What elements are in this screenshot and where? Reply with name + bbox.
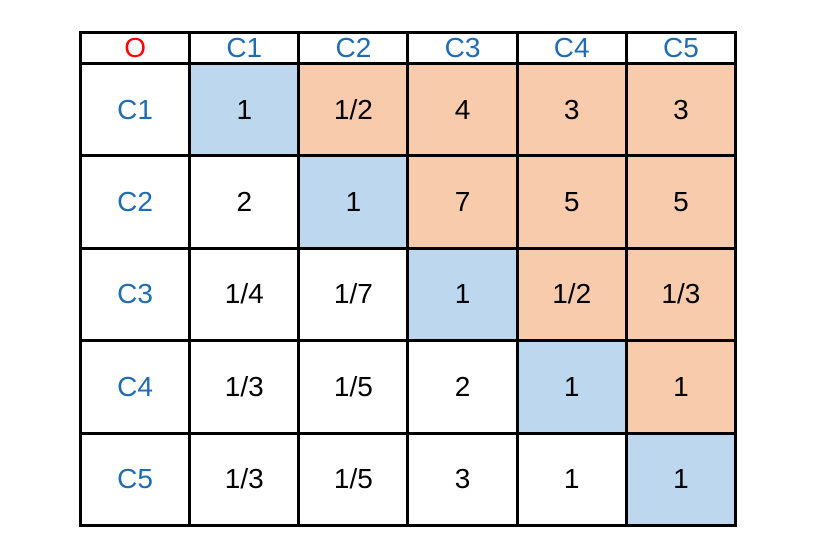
table-row-c4: C4 1/3 1/5 2 1 1 <box>78 339 738 435</box>
cell-c4-c3: 2 <box>406 339 519 435</box>
cell-c3-c1: 1/4 <box>188 246 301 343</box>
column-header-c2: C2 <box>297 31 410 65</box>
cell-c5-c4: 1 <box>515 431 628 528</box>
cell-c3-c3: 1 <box>406 246 519 343</box>
cell-c1-c5: 3 <box>624 61 738 158</box>
cell-c5-c3: 3 <box>406 431 519 528</box>
column-header-c3: C3 <box>406 31 519 65</box>
cell-c2-c3: 7 <box>406 154 519 250</box>
row-header-c1: C1 <box>78 61 192 158</box>
row-header-c3: C3 <box>78 246 192 343</box>
cell-c1-c4: 3 <box>515 61 628 158</box>
column-header-c4: C4 <box>515 31 628 65</box>
cell-c5-c2: 1/5 <box>297 431 410 528</box>
cell-c1-c2: 1/2 <box>297 61 410 158</box>
cell-c4-c5: 1 <box>624 339 738 435</box>
cell-c4-c1: 1/3 <box>188 339 301 435</box>
cell-c3-c4: 1/2 <box>515 246 628 343</box>
pairwise-comparison-table: O C1 C2 C3 C4 C5 C1 1 1/2 4 3 3 C2 2 1 7 <box>78 31 738 528</box>
cell-c2-c2: 1 <box>297 154 410 250</box>
cell-c3-c5: 1/3 <box>624 246 738 343</box>
cell-c1-c3: 4 <box>406 61 519 158</box>
table-row-c1: C1 1 1/2 4 3 3 <box>78 61 738 158</box>
column-header-c1: C1 <box>188 31 301 65</box>
row-header-c4: C4 <box>78 339 192 435</box>
table-row-c5: C5 1/3 1/5 3 1 1 <box>78 431 738 528</box>
cell-c2-c4: 5 <box>515 154 628 250</box>
cell-c3-c2: 1/7 <box>297 246 410 343</box>
cell-c4-c4: 1 <box>515 339 628 435</box>
cell-c5-c1: 1/3 <box>188 431 301 528</box>
corner-cell: O <box>78 31 192 65</box>
table-row-c2: C2 2 1 7 5 5 <box>78 154 738 250</box>
row-header-c2: C2 <box>78 154 192 250</box>
cell-c1-c1: 1 <box>188 61 301 158</box>
row-header-c5: C5 <box>78 431 192 528</box>
cell-c5-c5: 1 <box>624 431 738 528</box>
cell-c2-c1: 2 <box>188 154 301 250</box>
column-header-c5: C5 <box>624 31 738 65</box>
header-row: O C1 C2 C3 C4 C5 <box>78 31 738 65</box>
cell-c4-c2: 1/5 <box>297 339 410 435</box>
table-row-c3: C3 1/4 1/7 1 1/2 1/3 <box>78 246 738 343</box>
cell-c2-c5: 5 <box>624 154 738 250</box>
